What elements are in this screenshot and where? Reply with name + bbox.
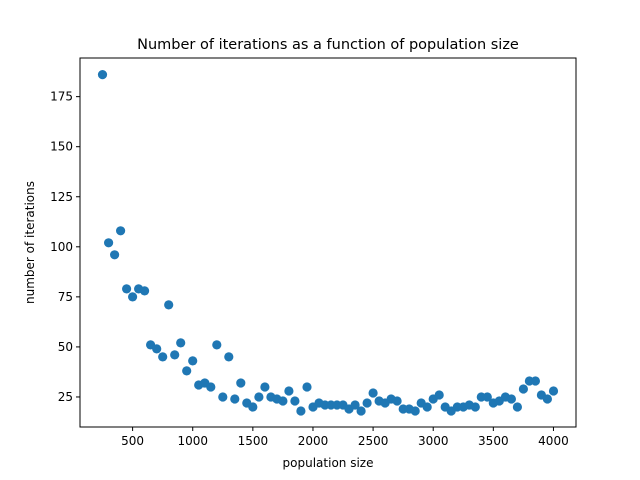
- data-point-45: [368, 388, 378, 398]
- data-point-20: [218, 392, 228, 402]
- data-point-33: [296, 406, 306, 416]
- y-tick-label: 100: [50, 240, 73, 254]
- data-point-70: [518, 384, 529, 394]
- data-point-42: [350, 400, 360, 410]
- x-tick-label: 3000: [418, 434, 449, 448]
- data-point-43: [356, 406, 366, 416]
- data-point-5: [128, 292, 138, 302]
- data-point-0: [97, 70, 108, 80]
- y-axis-label: number of iterations: [23, 181, 37, 304]
- x-tick-label: 4000: [538, 434, 569, 448]
- plot-frame: [79, 57, 577, 428]
- data-point-68: [506, 394, 516, 404]
- data-point-31: [284, 386, 294, 396]
- data-point-74: [542, 394, 553, 404]
- x-tick-label: 2000: [298, 434, 329, 448]
- y-tick-label: 25: [58, 390, 73, 404]
- data-point-7: [140, 286, 150, 296]
- data-point-9: [152, 344, 162, 354]
- data-point-15: [188, 356, 198, 366]
- plot-marks: [97, 70, 559, 416]
- y-tick-label: 75: [58, 290, 73, 304]
- data-point-14: [182, 366, 192, 376]
- data-point-72: [530, 376, 541, 386]
- data-point-54: [422, 402, 432, 412]
- data-point-75: [548, 386, 559, 396]
- data-point-25: [248, 402, 258, 412]
- data-point-44: [362, 398, 372, 408]
- data-point-34: [302, 382, 312, 392]
- data-point-49: [392, 396, 402, 406]
- data-point-22: [230, 394, 240, 404]
- data-point-1: [104, 238, 114, 248]
- x-tick-label: 2500: [358, 434, 389, 448]
- data-point-32: [290, 396, 300, 406]
- x-tick-label: 3500: [478, 434, 509, 448]
- y-axis-ticks: 25 50 75 100 125 150 175: [50, 90, 80, 404]
- data-point-23: [236, 378, 246, 388]
- data-point-13: [176, 338, 186, 348]
- y-tick-label: 175: [50, 90, 73, 104]
- x-tick-label: 1500: [238, 434, 269, 448]
- data-point-21: [224, 352, 234, 362]
- data-point-27: [260, 382, 270, 392]
- data-point-30: [278, 396, 288, 406]
- data-point-12: [170, 350, 180, 360]
- data-point-26: [254, 392, 264, 402]
- data-point-2: [110, 250, 120, 260]
- y-tick-label: 125: [50, 190, 73, 204]
- data-point-56: [434, 390, 444, 400]
- data-point-52: [410, 406, 420, 416]
- y-tick-label: 50: [58, 340, 73, 354]
- x-axis-label: population size: [283, 456, 374, 470]
- data-point-62: [470, 402, 480, 412]
- x-tick-label: 1000: [177, 434, 208, 448]
- y-tick-label: 150: [50, 140, 73, 154]
- data-point-18: [206, 382, 216, 392]
- x-tick-label: 500: [121, 434, 144, 448]
- data-point-3: [116, 226, 126, 236]
- data-point-19: [212, 340, 222, 350]
- chart-title: Number of iterations as a function of po…: [137, 37, 519, 53]
- x-axis-ticks: 500 1000 1500 2000 2500 3000 3500 4000: [121, 427, 569, 448]
- data-point-69: [512, 402, 523, 412]
- data-point-10: [158, 352, 168, 362]
- data-point-11: [164, 300, 174, 310]
- data-point-64: [482, 392, 492, 402]
- data-point-4: [122, 284, 132, 294]
